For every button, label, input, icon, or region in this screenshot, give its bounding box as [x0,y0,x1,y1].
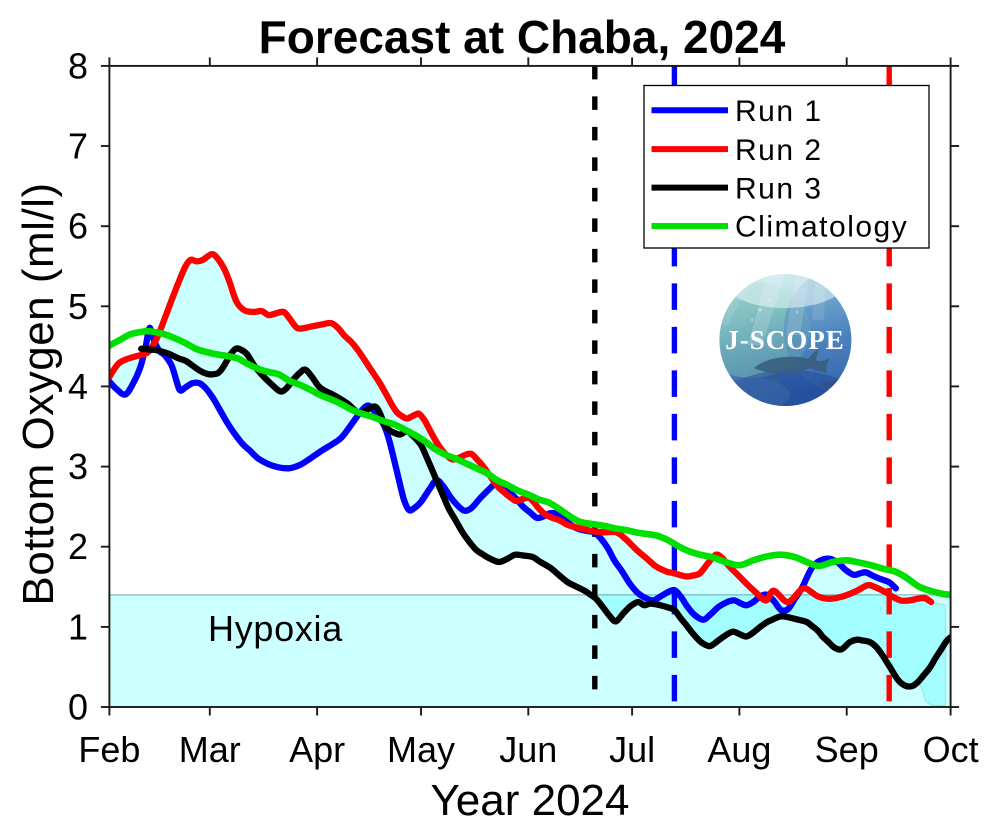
svg-text:Bottom Oxygen (ml/l): Bottom Oxygen (ml/l) [14,182,63,605]
svg-text:Forecast at Chaba, 2024: Forecast at Chaba, 2024 [259,11,786,63]
svg-text:3: 3 [68,446,88,487]
svg-text:Sep: Sep [815,729,879,770]
svg-text:Run 1: Run 1 [735,95,823,128]
svg-text:Jul: Jul [609,729,655,770]
svg-text:4: 4 [68,366,88,407]
svg-text:Apr: Apr [289,729,345,770]
svg-text:1: 1 [68,606,88,647]
svg-text:J-SCOPE: J-SCOPE [725,325,845,355]
svg-text:Run 2: Run 2 [735,134,823,167]
svg-text:2: 2 [68,526,88,567]
svg-text:May: May [387,729,455,770]
svg-text:Feb: Feb [78,729,140,770]
svg-text:Run 3: Run 3 [735,172,823,205]
svg-text:5: 5 [68,286,88,327]
svg-text:Aug: Aug [707,729,771,770]
svg-text:8: 8 [68,45,88,86]
svg-text:Jun: Jun [499,729,557,770]
svg-text:Mar: Mar [179,729,241,770]
svg-text:Oct: Oct [923,729,979,770]
svg-text:Year 2024: Year 2024 [430,776,629,825]
svg-text:7: 7 [68,126,88,167]
svg-text:0: 0 [68,687,88,728]
svg-text:Hypoxia: Hypoxia [208,608,343,649]
svg-text:Climatology: Climatology [735,211,908,244]
svg-text:6: 6 [68,206,88,247]
